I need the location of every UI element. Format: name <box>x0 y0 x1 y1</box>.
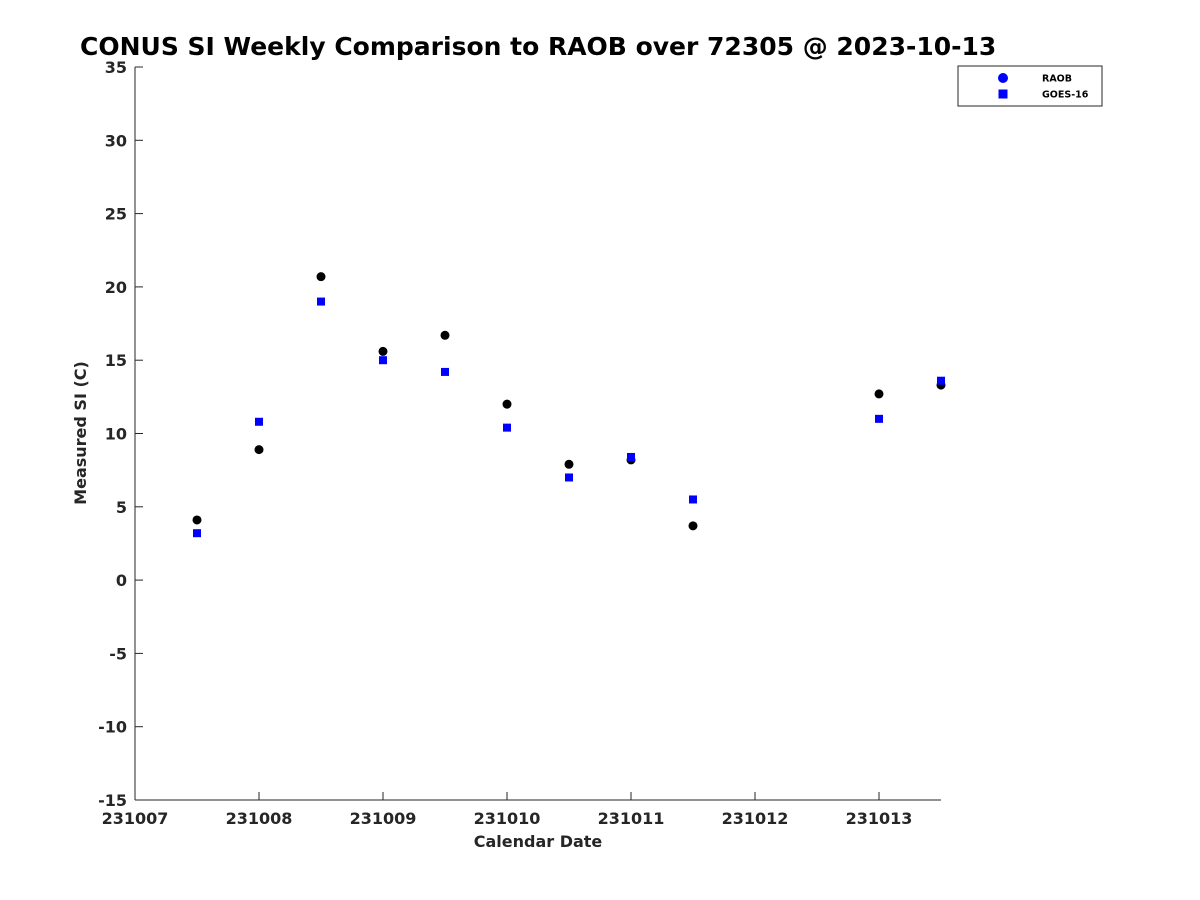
goes-16-legend-marker <box>998 89 1008 99</box>
y-tick-label: -10 <box>98 718 127 737</box>
y-tick-label: 20 <box>105 278 127 297</box>
chart-title: CONUS SI Weekly Comparison to RAOB over … <box>80 32 996 61</box>
raob-point <box>254 445 264 455</box>
raob-point <box>874 389 884 399</box>
raob-point <box>192 515 202 525</box>
legend-label-goes-16: GOES-16 <box>1042 90 1089 101</box>
goes-16-point <box>441 367 449 376</box>
y-tick-label: 15 <box>105 351 127 370</box>
x-axis-ticks: 231007 231008 231009 231010 231011 231012 2310… <box>102 792 913 828</box>
plot-points <box>192 272 946 538</box>
x-tick-label: 231012 <box>722 809 789 828</box>
goes-16-point <box>937 376 945 385</box>
raob-point <box>564 459 574 469</box>
x-tick-label: 231008 <box>226 809 293 828</box>
y-tick-label: -15 <box>98 791 127 810</box>
raob-point <box>378 346 388 356</box>
legend-label-raob: RAOB <box>1042 74 1072 85</box>
x-axis-label: Calendar Date <box>474 832 603 851</box>
goes-16-point <box>379 356 387 365</box>
x-tick-label: 231013 <box>846 809 913 828</box>
legend: RAOB GOES-16 <box>957 65 1103 107</box>
goes-16-point <box>503 423 511 432</box>
goes-16-point <box>565 473 573 482</box>
raob-point <box>688 521 698 531</box>
y-axis-ticks: 35 30 25 20 15 10 5 0 -5 -10 -15 <box>98 58 143 810</box>
raob-point <box>502 399 512 409</box>
y-tick-label: 0 <box>116 571 127 590</box>
x-tick-label: 231010 <box>474 809 541 828</box>
legend-box <box>957 65 1103 107</box>
raob-point <box>316 272 326 282</box>
y-axis-label: Measured SI (C) <box>71 361 90 505</box>
goes-16-point <box>317 297 325 306</box>
y-tick-label: 10 <box>105 425 127 444</box>
y-tick-label: 5 <box>116 498 127 517</box>
y-tick-label: 30 <box>105 131 127 150</box>
y-tick-label: 25 <box>105 205 127 224</box>
y-tick-label: -5 <box>109 644 127 663</box>
x-tick-label: 231011 <box>598 809 665 828</box>
raob-legend-marker <box>998 73 1008 83</box>
goes-16-point <box>875 414 883 423</box>
x-tick-label: 231009 <box>350 809 417 828</box>
goes-16-point <box>193 529 201 538</box>
goes-16-point <box>627 452 635 461</box>
x-tick-label: 231007 <box>102 809 169 828</box>
goes-16-point <box>255 417 263 426</box>
goes-16-point <box>689 495 697 504</box>
raob-point <box>440 330 450 340</box>
y-tick-label: 35 <box>105 58 127 77</box>
